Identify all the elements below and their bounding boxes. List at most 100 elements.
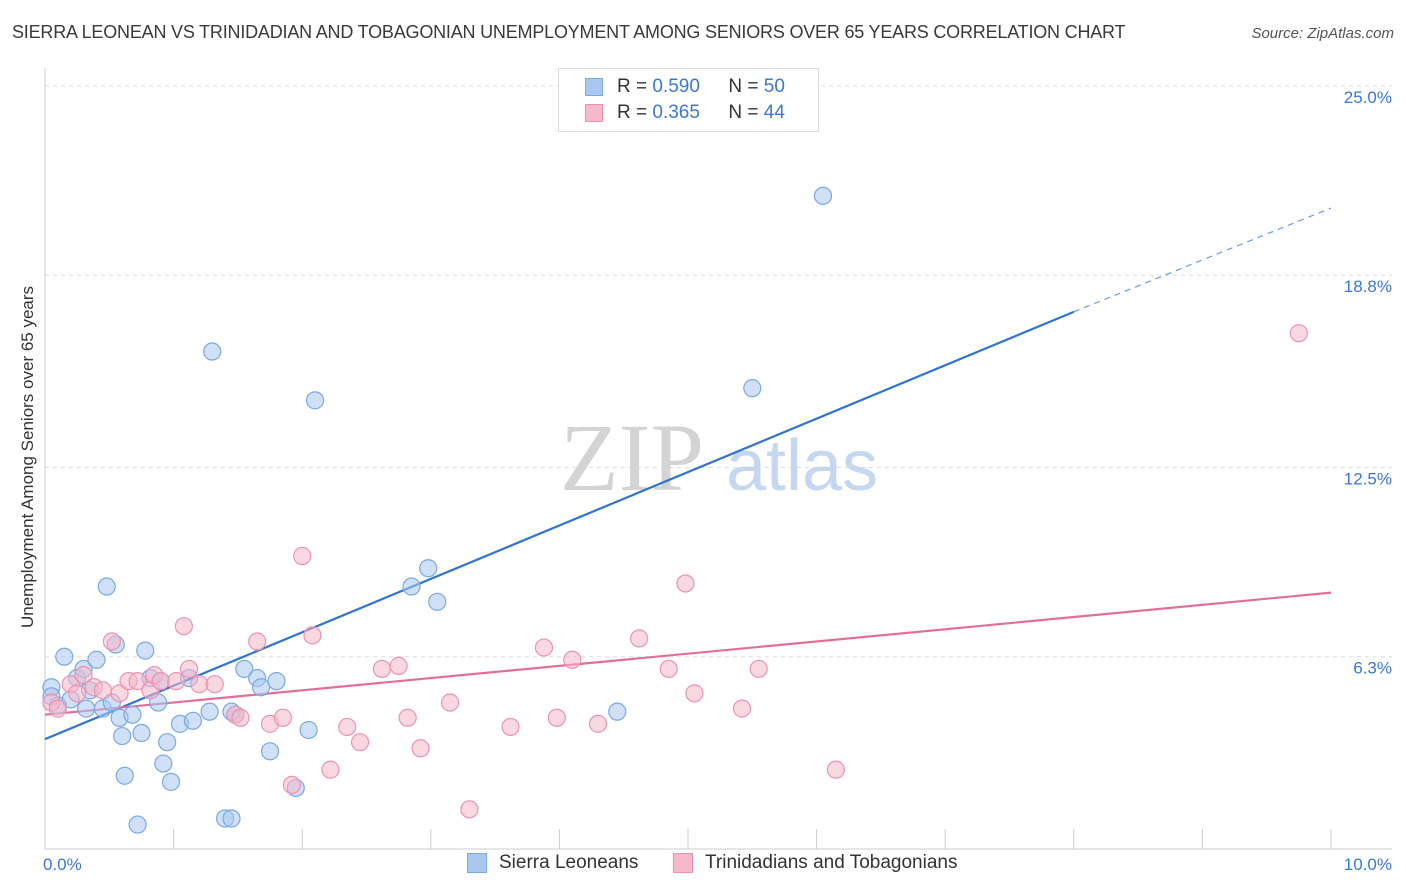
series-swatch-pink [673,853,693,873]
trinidadian-point [93,681,112,700]
legend-r-value: 0.590 [652,76,700,97]
legend: R = 0.590 N = 50 R = 0.365 N = 44 [558,68,819,132]
legend-r-value: 0.365 [652,102,700,123]
y-tick-label: 18.8% [1344,277,1392,296]
trinidadian-point [273,708,293,727]
trinidadian-point [321,760,340,779]
trinidadian-point [74,665,93,685]
sierra-leonean-point [154,754,173,773]
sierra-leonean-point [200,702,219,721]
sierra-leonean-point [87,650,106,669]
x-tick-label: 10.0% [1344,855,1392,874]
series-legend-trinidadians: Trinidadians and Tobagonians [673,852,957,874]
series-name-sierra-leoneans: Sierra Leoneans [499,852,639,873]
sierra-leonean-point [203,342,222,361]
sierra-leonean-point [260,742,280,761]
legend-row-sierra-leoneans: R = 0.590 N = 50 [585,75,785,99]
sierra-leonean-point [132,723,151,743]
trinidadian-point [501,717,520,737]
series-swatch-blue [467,853,487,873]
trinidadian-point [685,684,704,703]
sierra-leonean-point [267,672,286,691]
legend-swatch-blue [585,78,603,96]
watermark-atlas: atlas [726,426,878,506]
trinidadian-point [350,733,370,752]
trinidadian-point [547,708,566,727]
series-legend: Sierra Leoneans Trinidadians and Tobagon… [0,852,1406,876]
trinidadian-point [563,650,582,669]
trinidadian-point [205,675,224,694]
sierra-leonean-point [128,815,147,834]
sierra-leonean-trend-extension [1073,207,1332,313]
series-legend-sierra-leoneans: Sierra Leoneans [467,852,638,874]
sierra-leonean-point [305,391,325,410]
sierra-leonean-point [97,577,116,596]
trinidadian-point [588,714,608,733]
sierra-leonean-point [813,186,833,205]
trinidadian-point [110,684,129,703]
watermark-zip: ZIP [560,404,704,511]
y-tick-label: 6.3% [1353,659,1392,678]
trinidadian-point [732,699,752,718]
sierra-leonean-point [115,766,134,785]
trinidadian-point [293,546,312,566]
trinidadian-point [303,626,322,645]
legend-r-label: R = [617,102,648,123]
trinidadian-point [190,675,209,694]
legend-n-label: N = [728,102,759,123]
trinidadian-point [372,659,392,679]
trinidadian-point [659,659,678,679]
x-tick-label: 0.0% [43,855,82,874]
sierra-leonean-point [113,726,132,746]
sierra-leonean-point [77,699,96,718]
sierra-leonean-point [251,678,271,697]
sierra-leonean-point [55,647,74,666]
sierra-leonean-point [158,733,177,752]
trinidadian-point [534,638,554,657]
trinidadian-point [231,708,250,727]
trinidadian-point [179,659,199,679]
sierra-leonean-point [419,559,438,578]
legend-r-label: R = [617,76,648,97]
legend-swatch-pink [585,104,603,122]
source-credit: Source: ZipAtlas.com [1251,25,1394,42]
trinidadian-point [676,574,695,593]
trinidadian-point [398,708,417,727]
sierra-leonean-point [743,379,762,398]
trinidadian-point [102,632,121,651]
trinidadian-point [248,632,267,651]
tick-labels: 6.3% 12.5% 18.8% 25.0% 0.0% 10.0% [43,88,1392,874]
legend-n-value: 44 [763,102,785,123]
trinidadian-point [128,672,147,691]
trinidadian-point [68,684,87,703]
sierra-leonean-trend-line [44,310,1075,741]
chart-title: SIERRA LEONEAN VS TRINIDADIAN AND TOBAGO… [12,22,1126,42]
sierra-leonean-point [183,711,202,730]
series-name-trinidadians: Trinidadians and Tobagonians [705,852,958,873]
data-points [42,186,1308,834]
trinidadian-point [460,800,479,819]
sierra-leonean-point [123,705,142,724]
trinidadian-point [630,629,649,648]
sierra-leonean-point [608,702,627,721]
trinidadian-point [48,699,67,718]
sierra-leonean-point [402,577,421,596]
trinidadian-point [282,775,302,795]
trinidadian-point [411,739,430,758]
sierra-leonean-point [428,592,447,611]
sierra-leonean-point [136,641,155,660]
axes [44,68,1392,850]
grid-lines [45,85,1392,658]
sierra-leonean-point [235,659,254,679]
trinidadian-point [167,672,186,691]
legend-n-label: N = [728,76,759,97]
y-tick-label: 12.5% [1344,470,1392,489]
legend-row-trinidadians: R = 0.365 N = 44 [585,101,785,125]
trinidadian-point [1289,324,1308,343]
sierra-leonean-point [222,809,241,828]
trinidadian-point [826,760,845,779]
trinidadian-point [151,672,170,691]
watermark: ZIP atlas [560,404,878,511]
trinidadian-point [338,717,357,737]
